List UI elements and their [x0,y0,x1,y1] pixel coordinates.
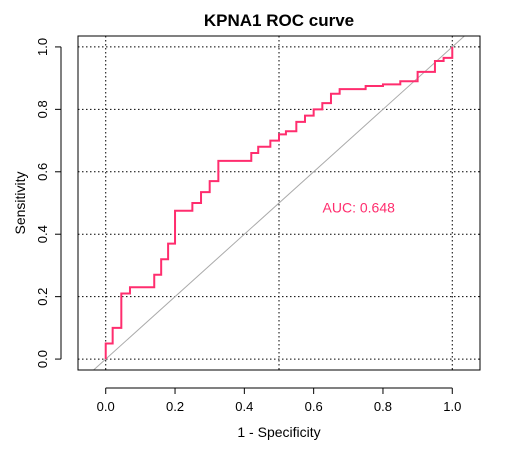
y-axis: 0.0 0.2 0.4 0.6 0.8 1.0 [35,38,62,368]
x-axis: 0.0 0.2 0.4 0.6 0.8 1.0 [97,387,461,414]
plot-frame [77,35,481,371]
y-tick-label: 0.0 [35,350,50,368]
y-tick-label: 0.4 [35,225,50,243]
y-axis-label: Sensitivity [12,171,28,234]
diagonal-reference-line [93,35,465,371]
x-tick-label: 0.8 [374,399,392,414]
y-tick-label: 0.8 [35,100,50,118]
roc-curve-line-0 [104,46,454,360]
y-tick-label: 0.2 [35,288,50,306]
x-tick-label: 0.6 [305,399,323,414]
x-tick-label: 1.0 [443,399,461,414]
x-axis-label: 1 - Specificity [237,424,320,440]
auc-annotation: AUC: 0.648 [323,199,396,215]
x-tick-label: 0.0 [97,399,115,414]
y-tick-label: 0.6 [35,163,50,181]
x-tick-label: 0.2 [166,399,184,414]
y-tick-label: 1.0 [35,38,50,56]
diagonal-reference-layer [93,35,465,371]
x-tick-label: 0.4 [235,399,253,414]
roc-curve-layer [104,46,454,360]
grid-lines [78,36,480,370]
chart-title: KPNA1 ROC curve [204,11,354,30]
